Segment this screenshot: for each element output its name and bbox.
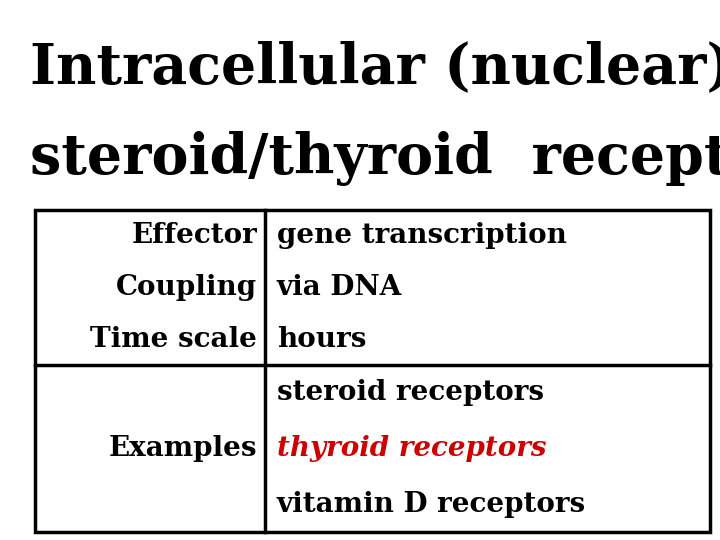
Text: thyroid receptors: thyroid receptors xyxy=(277,435,546,462)
Text: gene transcription: gene transcription xyxy=(277,222,567,249)
Text: via DNA: via DNA xyxy=(277,274,402,301)
Text: Effector: Effector xyxy=(131,222,257,249)
Text: steroid/thyroid  receptors: steroid/thyroid receptors xyxy=(30,131,720,186)
Text: Time scale: Time scale xyxy=(90,326,257,353)
Text: steroid receptors: steroid receptors xyxy=(277,379,544,406)
Text: vitamin D receptors: vitamin D receptors xyxy=(277,491,586,518)
Text: Intracellular (nuclear): Intracellular (nuclear) xyxy=(30,40,720,96)
Text: hours: hours xyxy=(277,326,366,353)
Text: Coupling: Coupling xyxy=(116,274,257,301)
Text: Examples: Examples xyxy=(109,435,257,462)
Bar xyxy=(35,210,710,532)
